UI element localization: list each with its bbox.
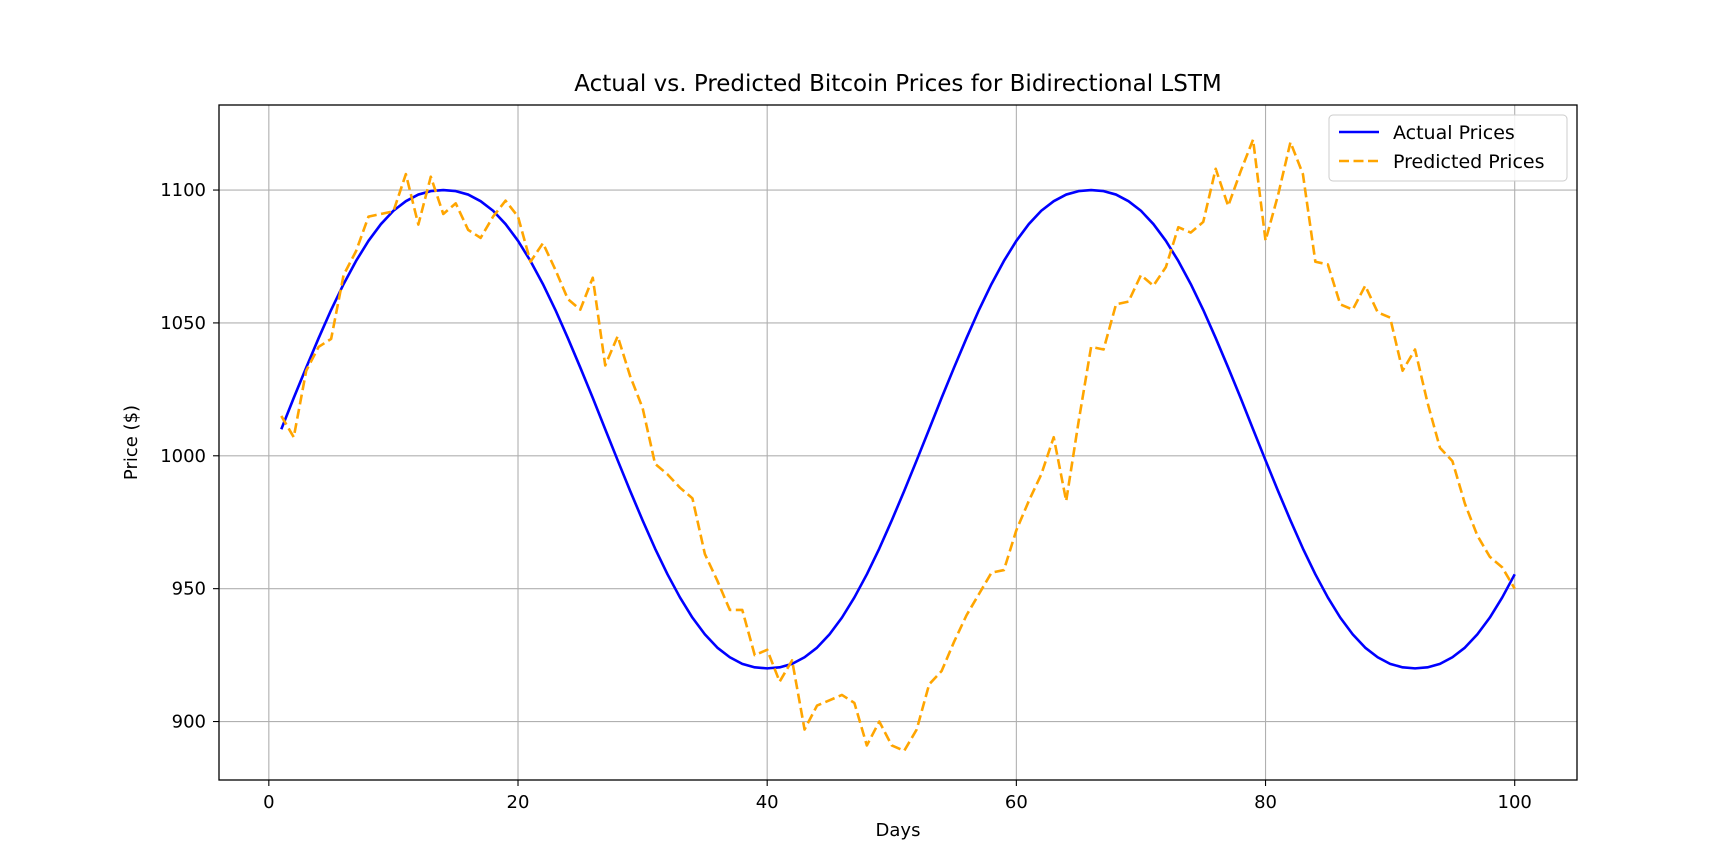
chart-title: Actual vs. Predicted Bitcoin Prices for … bbox=[574, 71, 1221, 97]
y-tick-label: 1000 bbox=[160, 446, 206, 467]
y-tick-label: 900 bbox=[172, 712, 206, 733]
x-axis-label: Days bbox=[876, 820, 921, 841]
series-line-2 bbox=[280, 138, 1516, 753]
legend: Actual Prices Predicted Prices bbox=[1328, 114, 1568, 182]
plot-frame bbox=[218, 104, 1578, 781]
y-tick-label: 950 bbox=[172, 579, 206, 600]
legend-box bbox=[1328, 114, 1568, 182]
x-tick-label: 40 bbox=[756, 792, 779, 813]
x-tick-label: 60 bbox=[1005, 792, 1028, 813]
x-tick-label: 0 bbox=[263, 792, 274, 813]
y-axis-label: Price ($) bbox=[121, 405, 142, 480]
legend-label-1: Actual Prices bbox=[1393, 122, 1515, 144]
grid bbox=[219, 105, 1577, 780]
y-tick-label: 1050 bbox=[160, 313, 206, 334]
x-tick-label: 100 bbox=[1498, 792, 1532, 813]
series-layer bbox=[280, 138, 1516, 753]
series-line-1 bbox=[280, 188, 1516, 670]
ticks: 0 20 40 60 80 100 900 950 1000 1050 1100 bbox=[160, 180, 1532, 813]
legend-label-2: Predicted Prices bbox=[1393, 151, 1544, 173]
x-tick-label: 20 bbox=[507, 792, 530, 813]
y-tick-label: 1100 bbox=[160, 180, 206, 201]
x-tick-label: 80 bbox=[1254, 792, 1277, 813]
